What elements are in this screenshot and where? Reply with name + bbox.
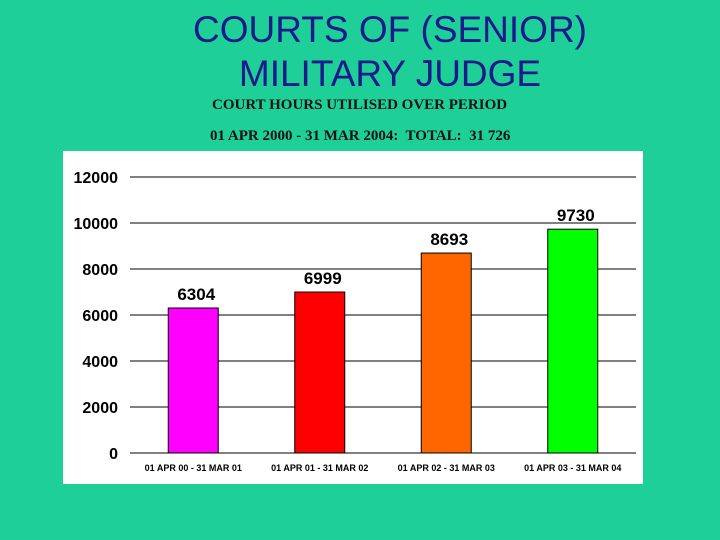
slide-title: COURTS OF (SENIOR) MILITARY JUDGE	[130, 8, 650, 96]
title-line-1: COURTS OF (SENIOR)	[193, 9, 587, 50]
data-label: 6999	[304, 269, 342, 288]
y-tick-label: 6000	[82, 308, 118, 325]
bar	[294, 291, 346, 454]
y-tick-label: 4000	[82, 354, 118, 371]
chart-subtitle: COURT HOURS UTILISED OVER PERIOD	[212, 97, 508, 113]
y-tick-label: 12000	[74, 170, 119, 187]
bar	[167, 307, 219, 454]
x-tick-label: 01 APR 02 - 31 MAR 03	[398, 463, 495, 473]
y-tick-label: 0	[109, 446, 118, 463]
y-tick-label: 2000	[82, 400, 118, 417]
data-label: 9730	[557, 206, 595, 225]
x-tick-label: 01 APR 00 - 31 MAR 01	[145, 463, 242, 473]
bar	[420, 252, 472, 454]
y-tick-label: 8000	[82, 262, 118, 279]
chart-period-total: 01 APR 2000 - 31 MAR 2004: TOTAL: 31 726	[210, 128, 511, 144]
data-label: 6304	[177, 285, 215, 304]
x-tick-label: 01 APR 03 - 31 MAR 04	[524, 463, 621, 473]
chart-area	[63, 151, 643, 484]
y-tick-label: 10000	[74, 216, 119, 233]
x-tick-label: 01 APR 01 - 31 MAR 02	[271, 463, 368, 473]
title-line-2: MILITARY JUDGE	[238, 53, 542, 94]
data-label: 8693	[430, 230, 468, 249]
bar	[547, 228, 599, 454]
